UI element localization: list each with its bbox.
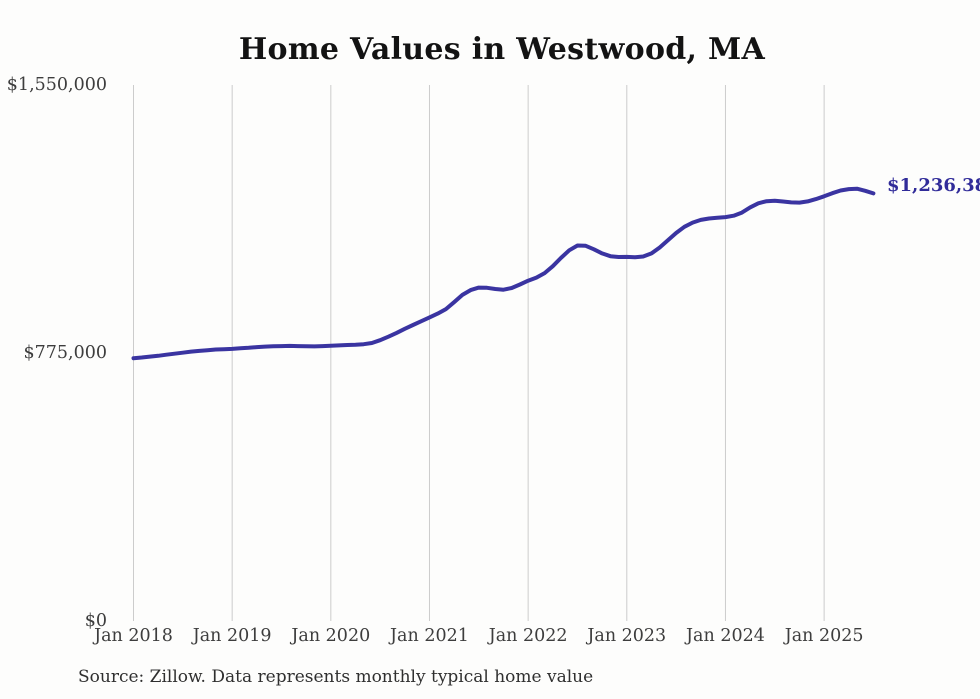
x-axis-label-jan-2025: Jan 2025 bbox=[784, 626, 864, 646]
x-axis-label-jan-2024: Jan 2024 bbox=[686, 626, 765, 646]
latest-value-label: $1,236,386 bbox=[887, 175, 980, 196]
chart-title: Home Values in Westwood, MA bbox=[238, 32, 766, 67]
x-axis-label-jan-2019: Jan 2019 bbox=[192, 626, 272, 646]
x-axis-label-jan-2020: Jan 2020 bbox=[291, 626, 371, 646]
x-axis-label-jan-2022: Jan 2022 bbox=[488, 626, 568, 646]
source-note: Source: Zillow. Data represents monthly … bbox=[78, 667, 594, 687]
gridlines bbox=[133, 85, 825, 621]
y-axis-label-775000: $775,000 bbox=[23, 343, 107, 363]
x-axis-label-jan-2023: Jan 2023 bbox=[587, 626, 667, 646]
y-axis-label-0: $0 bbox=[84, 611, 107, 631]
x-axis-label-jan-2018: Jan 2018 bbox=[94, 626, 173, 646]
home-value-line bbox=[131, 186, 876, 361]
y-axis-label-1550000: $1,550,000 bbox=[6, 75, 107, 95]
x-axis-label-jan-2021: Jan 2021 bbox=[390, 626, 469, 646]
